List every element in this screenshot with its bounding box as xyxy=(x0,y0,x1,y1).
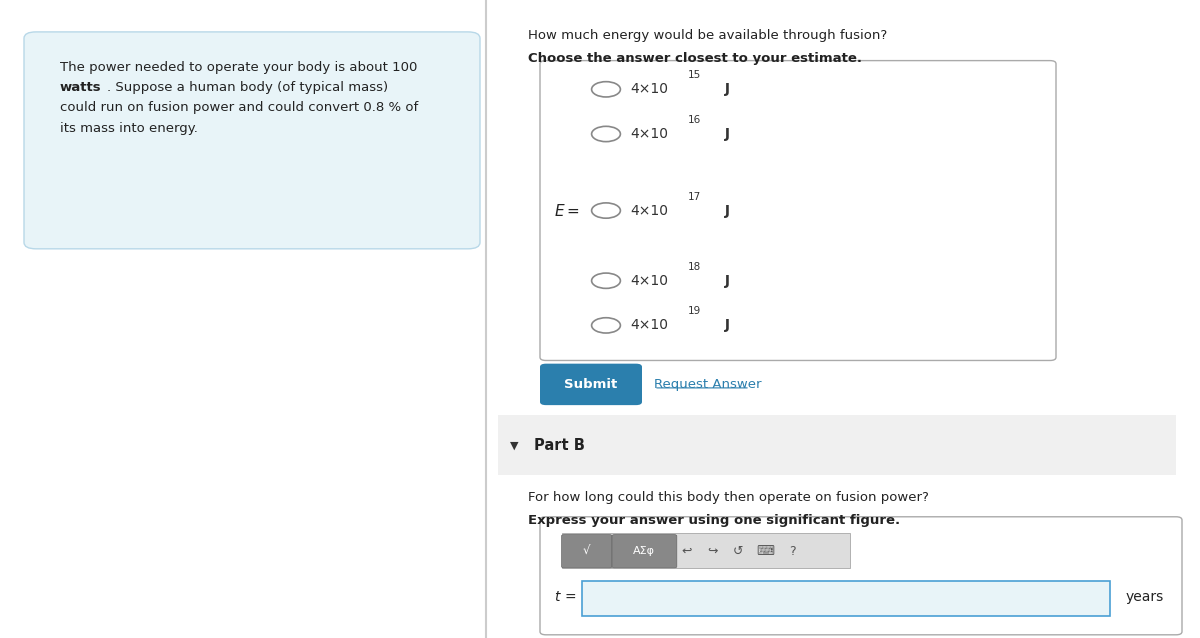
Circle shape xyxy=(592,318,620,333)
FancyBboxPatch shape xyxy=(562,533,850,568)
Text: 18: 18 xyxy=(688,262,701,272)
Text: J: J xyxy=(720,127,730,141)
Text: Submit: Submit xyxy=(564,378,618,391)
Circle shape xyxy=(592,126,620,142)
Text: could run on fusion power and could convert 0.8 % of: could run on fusion power and could conv… xyxy=(60,101,419,114)
Text: 4×10: 4×10 xyxy=(630,127,668,141)
Text: ↺: ↺ xyxy=(733,545,743,558)
Text: ?: ? xyxy=(788,545,796,558)
Text: 17: 17 xyxy=(688,191,701,202)
Text: its mass into energy.: its mass into energy. xyxy=(60,122,198,135)
Text: Part B: Part B xyxy=(534,438,584,453)
Text: For how long could this body then operate on fusion power?: For how long could this body then operat… xyxy=(528,491,929,504)
Text: J: J xyxy=(720,82,730,96)
Text: √: √ xyxy=(583,545,590,558)
Text: years: years xyxy=(1126,590,1164,604)
FancyBboxPatch shape xyxy=(24,32,480,249)
Circle shape xyxy=(592,82,620,97)
Text: ↪: ↪ xyxy=(708,545,718,558)
Text: ↩: ↩ xyxy=(682,545,691,558)
Text: . Suppose a human body (of typical mass): . Suppose a human body (of typical mass) xyxy=(107,81,388,94)
Text: Express your answer using one significant figure.: Express your answer using one significan… xyxy=(528,514,900,526)
Text: J: J xyxy=(720,274,730,288)
Text: 4×10: 4×10 xyxy=(630,318,668,332)
FancyBboxPatch shape xyxy=(540,61,1056,360)
Text: J: J xyxy=(720,318,730,332)
Text: The power needed to operate your body is about 100: The power needed to operate your body is… xyxy=(60,61,418,73)
Text: J: J xyxy=(720,204,730,218)
FancyBboxPatch shape xyxy=(612,535,677,568)
Text: How much energy would be available through fusion?: How much energy would be available throu… xyxy=(528,29,887,41)
Text: $E=$: $E=$ xyxy=(554,202,580,219)
Text: ΑΣφ: ΑΣφ xyxy=(634,546,655,556)
FancyBboxPatch shape xyxy=(582,581,1110,616)
Text: ▼: ▼ xyxy=(510,440,518,450)
Text: 4×10: 4×10 xyxy=(630,82,668,96)
Text: $t\,=$: $t\,=$ xyxy=(554,590,577,604)
Text: watts: watts xyxy=(60,81,102,94)
Text: 19: 19 xyxy=(688,306,701,316)
Text: ⌨: ⌨ xyxy=(757,545,775,558)
Text: 4×10: 4×10 xyxy=(630,274,668,288)
Text: 4×10: 4×10 xyxy=(630,204,668,218)
Text: 16: 16 xyxy=(688,115,701,125)
Text: 15: 15 xyxy=(688,70,701,80)
FancyBboxPatch shape xyxy=(498,415,1176,475)
Text: Choose the answer closest to your estimate.: Choose the answer closest to your estima… xyxy=(528,52,862,65)
Circle shape xyxy=(592,203,620,218)
FancyBboxPatch shape xyxy=(540,364,642,405)
Circle shape xyxy=(592,273,620,288)
FancyBboxPatch shape xyxy=(540,517,1182,635)
Text: Request Answer: Request Answer xyxy=(654,378,762,391)
FancyBboxPatch shape xyxy=(562,535,612,568)
